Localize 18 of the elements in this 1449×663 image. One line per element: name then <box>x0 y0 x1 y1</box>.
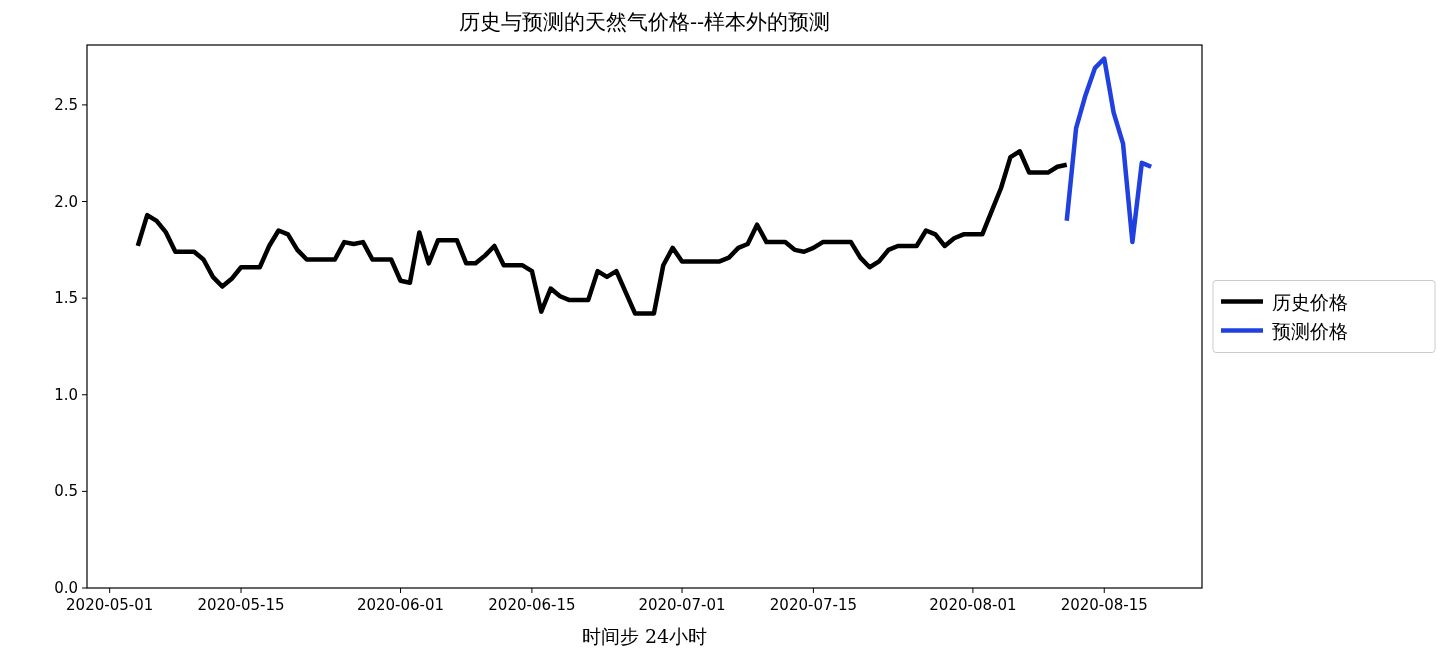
x-tick-label: 2020-05-15 <box>197 596 285 614</box>
x-tick-label: 2020-07-15 <box>769 596 857 614</box>
y-tick-label: 1.5 <box>54 289 78 308</box>
x-tick-label: 2020-07-01 <box>638 596 726 614</box>
x-tick-label: 2020-08-15 <box>1060 596 1148 614</box>
y-tick-label: 2.5 <box>54 95 78 114</box>
x-tick-label: 2020-05-01 <box>66 596 154 614</box>
x-tick-label: 2020-06-15 <box>488 596 576 614</box>
x-tick-label: 2020-08-01 <box>929 596 1017 614</box>
legend-label: 历史价格 <box>1272 290 1348 313</box>
x-tick-label: 2020-06-01 <box>356 596 445 614</box>
x-axis-title: 时间步 24小时 <box>581 625 708 647</box>
y-tick-label: 2.0 <box>54 192 78 211</box>
legend-label: 预测价格 <box>1272 319 1348 342</box>
y-tick-label: 0.0 <box>54 579 78 597</box>
y-tick-label: 0.5 <box>54 482 78 501</box>
y-tick-label: 1.0 <box>54 385 78 404</box>
chart-title: 历史与预测的天然气价格--样本外的预测 <box>458 10 831 34</box>
